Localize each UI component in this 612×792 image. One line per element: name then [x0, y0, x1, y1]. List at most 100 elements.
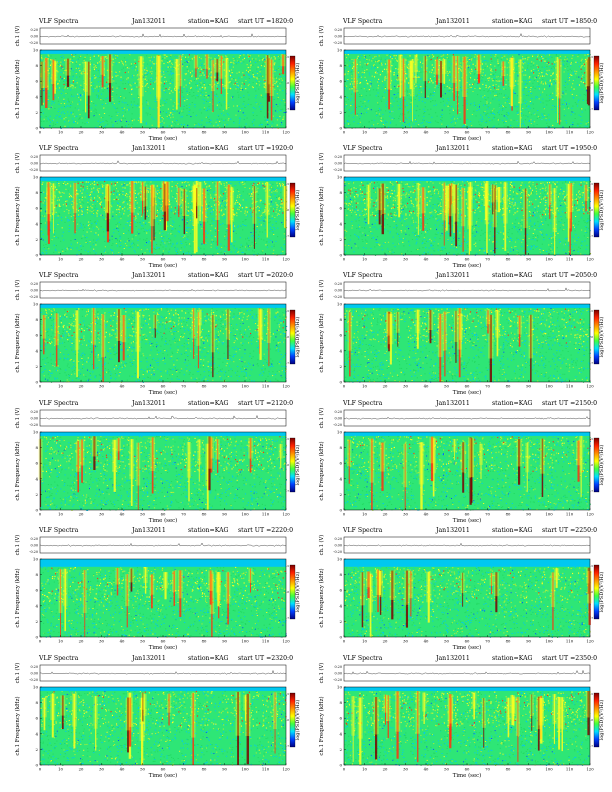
panel-date: Jan132011	[435, 145, 470, 152]
x-tick-label: 120	[586, 767, 594, 772]
spectrogram-band	[345, 436, 591, 473]
y-tick-label: 10	[337, 685, 343, 690]
x-tick-label: 0	[343, 130, 346, 135]
x-axis-label: Time (sec)	[453, 135, 482, 142]
x-tick-label: 0	[343, 512, 346, 517]
y-tick-label: 0	[339, 126, 342, 131]
x-tick-label: 120	[282, 639, 290, 644]
waveform-tick-label: -0.20	[29, 423, 38, 427]
waveform-frame	[343, 536, 591, 554]
panel-start-ut: start UT =2350:0	[542, 655, 597, 662]
panel-station: station=KAG	[188, 272, 229, 279]
x-tick-label: 100	[241, 639, 249, 644]
x-tick-label: 40	[424, 130, 429, 135]
x-tick-label: 30	[99, 130, 104, 135]
colorbar-tick-label: -5	[590, 437, 593, 441]
spectrogram-bursts	[58, 567, 253, 637]
colorbar-tick-label: -5	[590, 309, 593, 313]
x-tick-label: 10	[58, 384, 63, 389]
x-tick-label: 70	[181, 257, 186, 262]
waveform-tick-label: 0.00	[30, 417, 38, 421]
panel-start-ut: start UT =2120:0	[238, 400, 293, 407]
x-tick-label: 70	[485, 639, 490, 644]
spectrogram-base	[40, 53, 286, 128]
spectrogram-bursts	[351, 691, 591, 765]
waveform-tick-label: 0.20	[334, 410, 342, 414]
y-tick-label: 2	[35, 492, 38, 497]
panel-date: Jan132011	[435, 400, 470, 407]
x-tick-label: 120	[586, 639, 594, 644]
colorbar-tick-label: -5	[286, 564, 289, 568]
x-tick-label: 0	[39, 512, 42, 517]
y-tick-label: 0	[339, 253, 342, 258]
x-tick-label: 50	[140, 257, 145, 262]
colorbar-tick-label: -6	[286, 208, 289, 212]
colorbar	[289, 309, 296, 365]
x-tick-label: 100	[241, 130, 249, 135]
x-tick-label: 90	[222, 130, 227, 135]
spectrogram-noise	[40, 566, 287, 638]
x-tick-label: 100	[241, 257, 249, 262]
waveform-line	[40, 542, 287, 547]
x-tick-label: 20	[79, 639, 84, 644]
x-tick-label: 90	[222, 639, 227, 644]
x-axis-label: Time (sec)	[149, 262, 178, 269]
x-tick-label: 10	[58, 257, 63, 262]
x-tick-label: 110	[566, 512, 574, 517]
waveform-tick-label: -0.20	[29, 550, 38, 554]
waveform-axis-label: ch.1 (V)	[14, 280, 21, 301]
waveform-tick-label: 0.20	[334, 537, 342, 541]
spectrogram-noise	[344, 690, 591, 766]
panel-date: Jan132011	[131, 655, 166, 662]
y-tick-label: 0	[35, 253, 38, 258]
panel-title: VLF Spectra	[38, 272, 79, 279]
x-tick-label: 60	[161, 130, 166, 135]
x-tick-label: 70	[181, 767, 186, 772]
panel-start-ut: start UT =2020:0	[238, 272, 293, 279]
colorbar-label: log(PSD)(V²/Hz)	[598, 63, 605, 104]
waveform-line	[343, 669, 591, 675]
x-tick-label: 20	[79, 384, 84, 389]
x-tick-label: 60	[465, 257, 470, 262]
panel-svg: VLF Spectra Jan132011 station=KAG start UT …	[14, 400, 301, 524]
waveform-tick-label: 0.00	[334, 35, 342, 39]
waveform-tick-label: 0.20	[30, 155, 38, 159]
x-tick-label: 90	[526, 512, 531, 517]
y-tick-label: 0	[35, 763, 38, 768]
waveform-tick-label: -0.20	[29, 295, 38, 299]
x-tick-label: 30	[403, 384, 408, 389]
x-tick-label: 40	[424, 512, 429, 517]
x-tick-label: 110	[262, 639, 270, 644]
colorbar-tick-label: -5	[286, 692, 289, 696]
x-tick-label: 90	[526, 639, 531, 644]
colorbar	[289, 437, 296, 493]
x-tick-label: 110	[262, 512, 270, 517]
y-axis-label: ch.1 Frequency (kHz)	[318, 186, 325, 245]
panel-date: Jan132011	[131, 145, 166, 152]
x-axis-label: Time (sec)	[149, 517, 178, 524]
panel-start-ut: start UT =1850:0	[542, 18, 597, 25]
x-tick-label: 120	[282, 767, 290, 772]
y-tick-label: 8	[339, 445, 342, 450]
colorbar-tick-label: -6	[286, 590, 289, 594]
y-tick-label: 6	[35, 588, 38, 593]
x-tick-label: 10	[362, 767, 367, 772]
y-tick-label: 10	[33, 175, 39, 180]
x-tick-label: 100	[241, 384, 249, 389]
x-tick-label: 30	[99, 767, 104, 772]
colorbar-tick-label: -7	[590, 616, 593, 620]
x-tick-label: 20	[79, 130, 84, 135]
waveform-axis-label: ch.1 (V)	[318, 535, 325, 556]
spectrogram-bursts	[366, 181, 589, 255]
spectrogram-band	[344, 308, 589, 345]
y-tick-label: 10	[337, 557, 343, 562]
x-tick-label: 50	[444, 767, 449, 772]
y-tick-label: 8	[339, 700, 342, 705]
x-tick-label: 10	[362, 512, 367, 517]
waveform-axis-label: ch.1 (V)	[14, 26, 21, 47]
x-tick-label: 40	[424, 257, 429, 262]
x-tick-label: 70	[485, 767, 490, 772]
x-tick-label: 120	[586, 130, 594, 135]
waveform-line	[343, 33, 591, 38]
spectrogram-panel: VLF Spectra Jan132011 station=KAG start UT …	[6, 268, 301, 396]
